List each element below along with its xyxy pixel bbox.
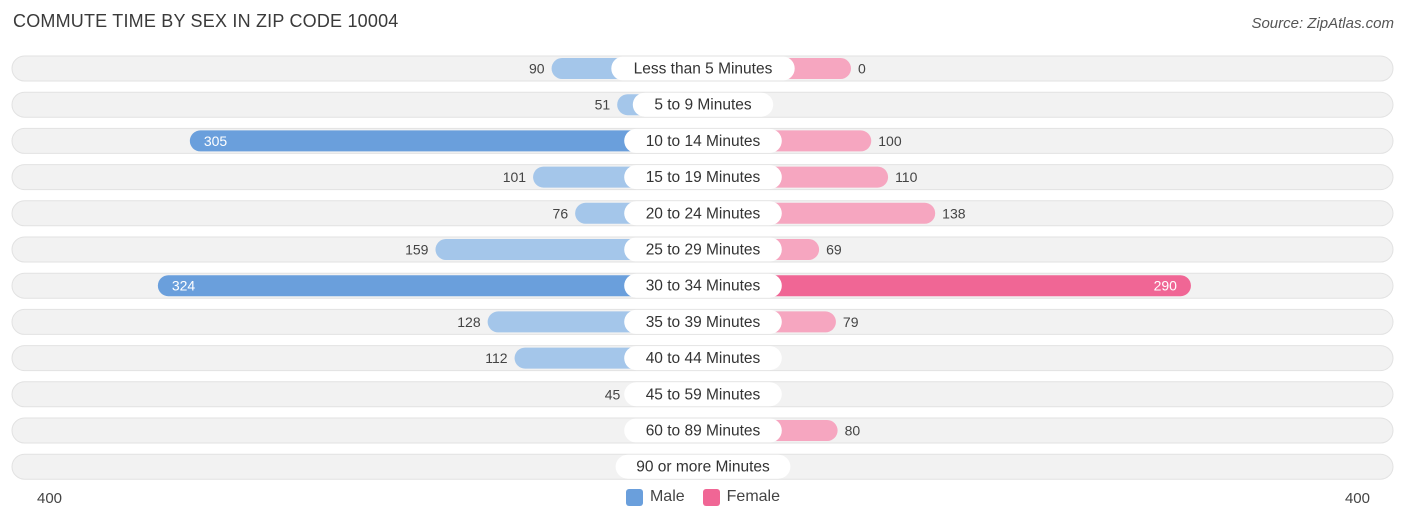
value-label-female: 79 [843,314,859,330]
value-label-male: 101 [503,169,527,185]
legend-item-female[interactable]: Female [702,488,781,506]
chart-row: 128 79 35 to 39 Minutes [11,308,1394,335]
axis-label-right: 400 [1344,490,1370,507]
category-label-background [624,382,782,407]
value-label-male: 112 [485,350,508,366]
bar-male[interactable] [157,275,703,297]
value-label-female: 290 [1154,278,1178,294]
legend-label-male: Male [649,488,685,505]
chart-row: 101 110 15 to 19 Minutes [11,164,1394,191]
value-label-male: 76 [553,205,569,221]
value-label-female: 138 [942,205,966,221]
axis-label-left: 400 [37,490,63,507]
legend-label-female: Female [726,488,781,505]
legend: Male Female [0,488,1406,506]
value-label-female: 100 [878,133,902,149]
category-label-background [624,165,782,190]
category-label: 20 to 24 Minutes [646,205,761,222]
value-label-male: 51 [595,97,611,113]
legend-item-male[interactable]: Male [625,488,685,506]
category-label: 45 to 59 Minutes [646,386,761,403]
chart-row: 278060 to 89 Minutes [11,417,1394,444]
category-label-background [632,92,774,117]
chart-row: 305 100 10 to 14 Minutes [11,127,1394,154]
value-label-male: 45 [605,386,621,402]
chart-row: 324 290 30 to 34 Minutes [11,272,1394,299]
category-label: 5 to 9 Minutes [654,97,752,114]
chart-row: 90 0 Less than 5 Minutes [11,55,1394,82]
value-label-male: 90 [529,61,545,77]
category-label-background [624,418,782,443]
category-label: 15 to 19 Minutes [646,169,761,186]
chart-row: 51265 to 9 Minutes [11,91,1394,118]
category-label: 10 to 14 Minutes [646,133,761,150]
category-label-background [624,128,782,153]
value-label-female: 69 [826,242,842,258]
bar-female[interactable] [703,275,1191,297]
chart-source: Source: ZipAtlas.com [1251,15,1394,32]
category-label-background [624,346,782,371]
value-label-male: 128 [457,314,481,330]
value-label-female: 110 [895,169,918,185]
chart-row: 76 138 20 to 24 Minutes [11,200,1394,227]
category-label-background [615,454,791,479]
bar-male[interactable] [189,130,703,152]
category-label: Less than 5 Minutes [634,61,773,78]
chart-row: 159 69 25 to 29 Minutes [11,236,1394,263]
value-label-male: 324 [172,278,196,294]
category-label-background [624,309,782,334]
category-label: 25 to 29 Minutes [646,242,761,259]
category-label: 90 or more Minutes [636,459,770,476]
value-label-male: 159 [405,242,429,258]
legend-swatch-female [702,488,720,506]
category-label-background [624,237,782,262]
chart-row: 452245 to 59 Minutes [11,381,1394,408]
category-label: 40 to 44 Minutes [646,350,761,367]
chart-row: 26690 or more Minutes [11,453,1394,480]
value-label-female: 0 [858,61,866,77]
value-label-female: 80 [845,423,861,439]
value-label-male: 305 [204,133,228,149]
category-label: 30 to 34 Minutes [646,278,761,295]
category-label-background [624,201,782,226]
category-label: 60 to 89 Minutes [646,423,761,440]
chart-title: COMMUTE TIME BY SEX IN ZIP CODE 10004 [13,11,399,31]
chart-row: 1121340 to 44 Minutes [11,345,1394,372]
category-label: 35 to 39 Minutes [646,314,761,331]
legend-swatch-male [625,488,643,506]
category-label-background [624,273,782,298]
category-label-background [611,56,795,81]
